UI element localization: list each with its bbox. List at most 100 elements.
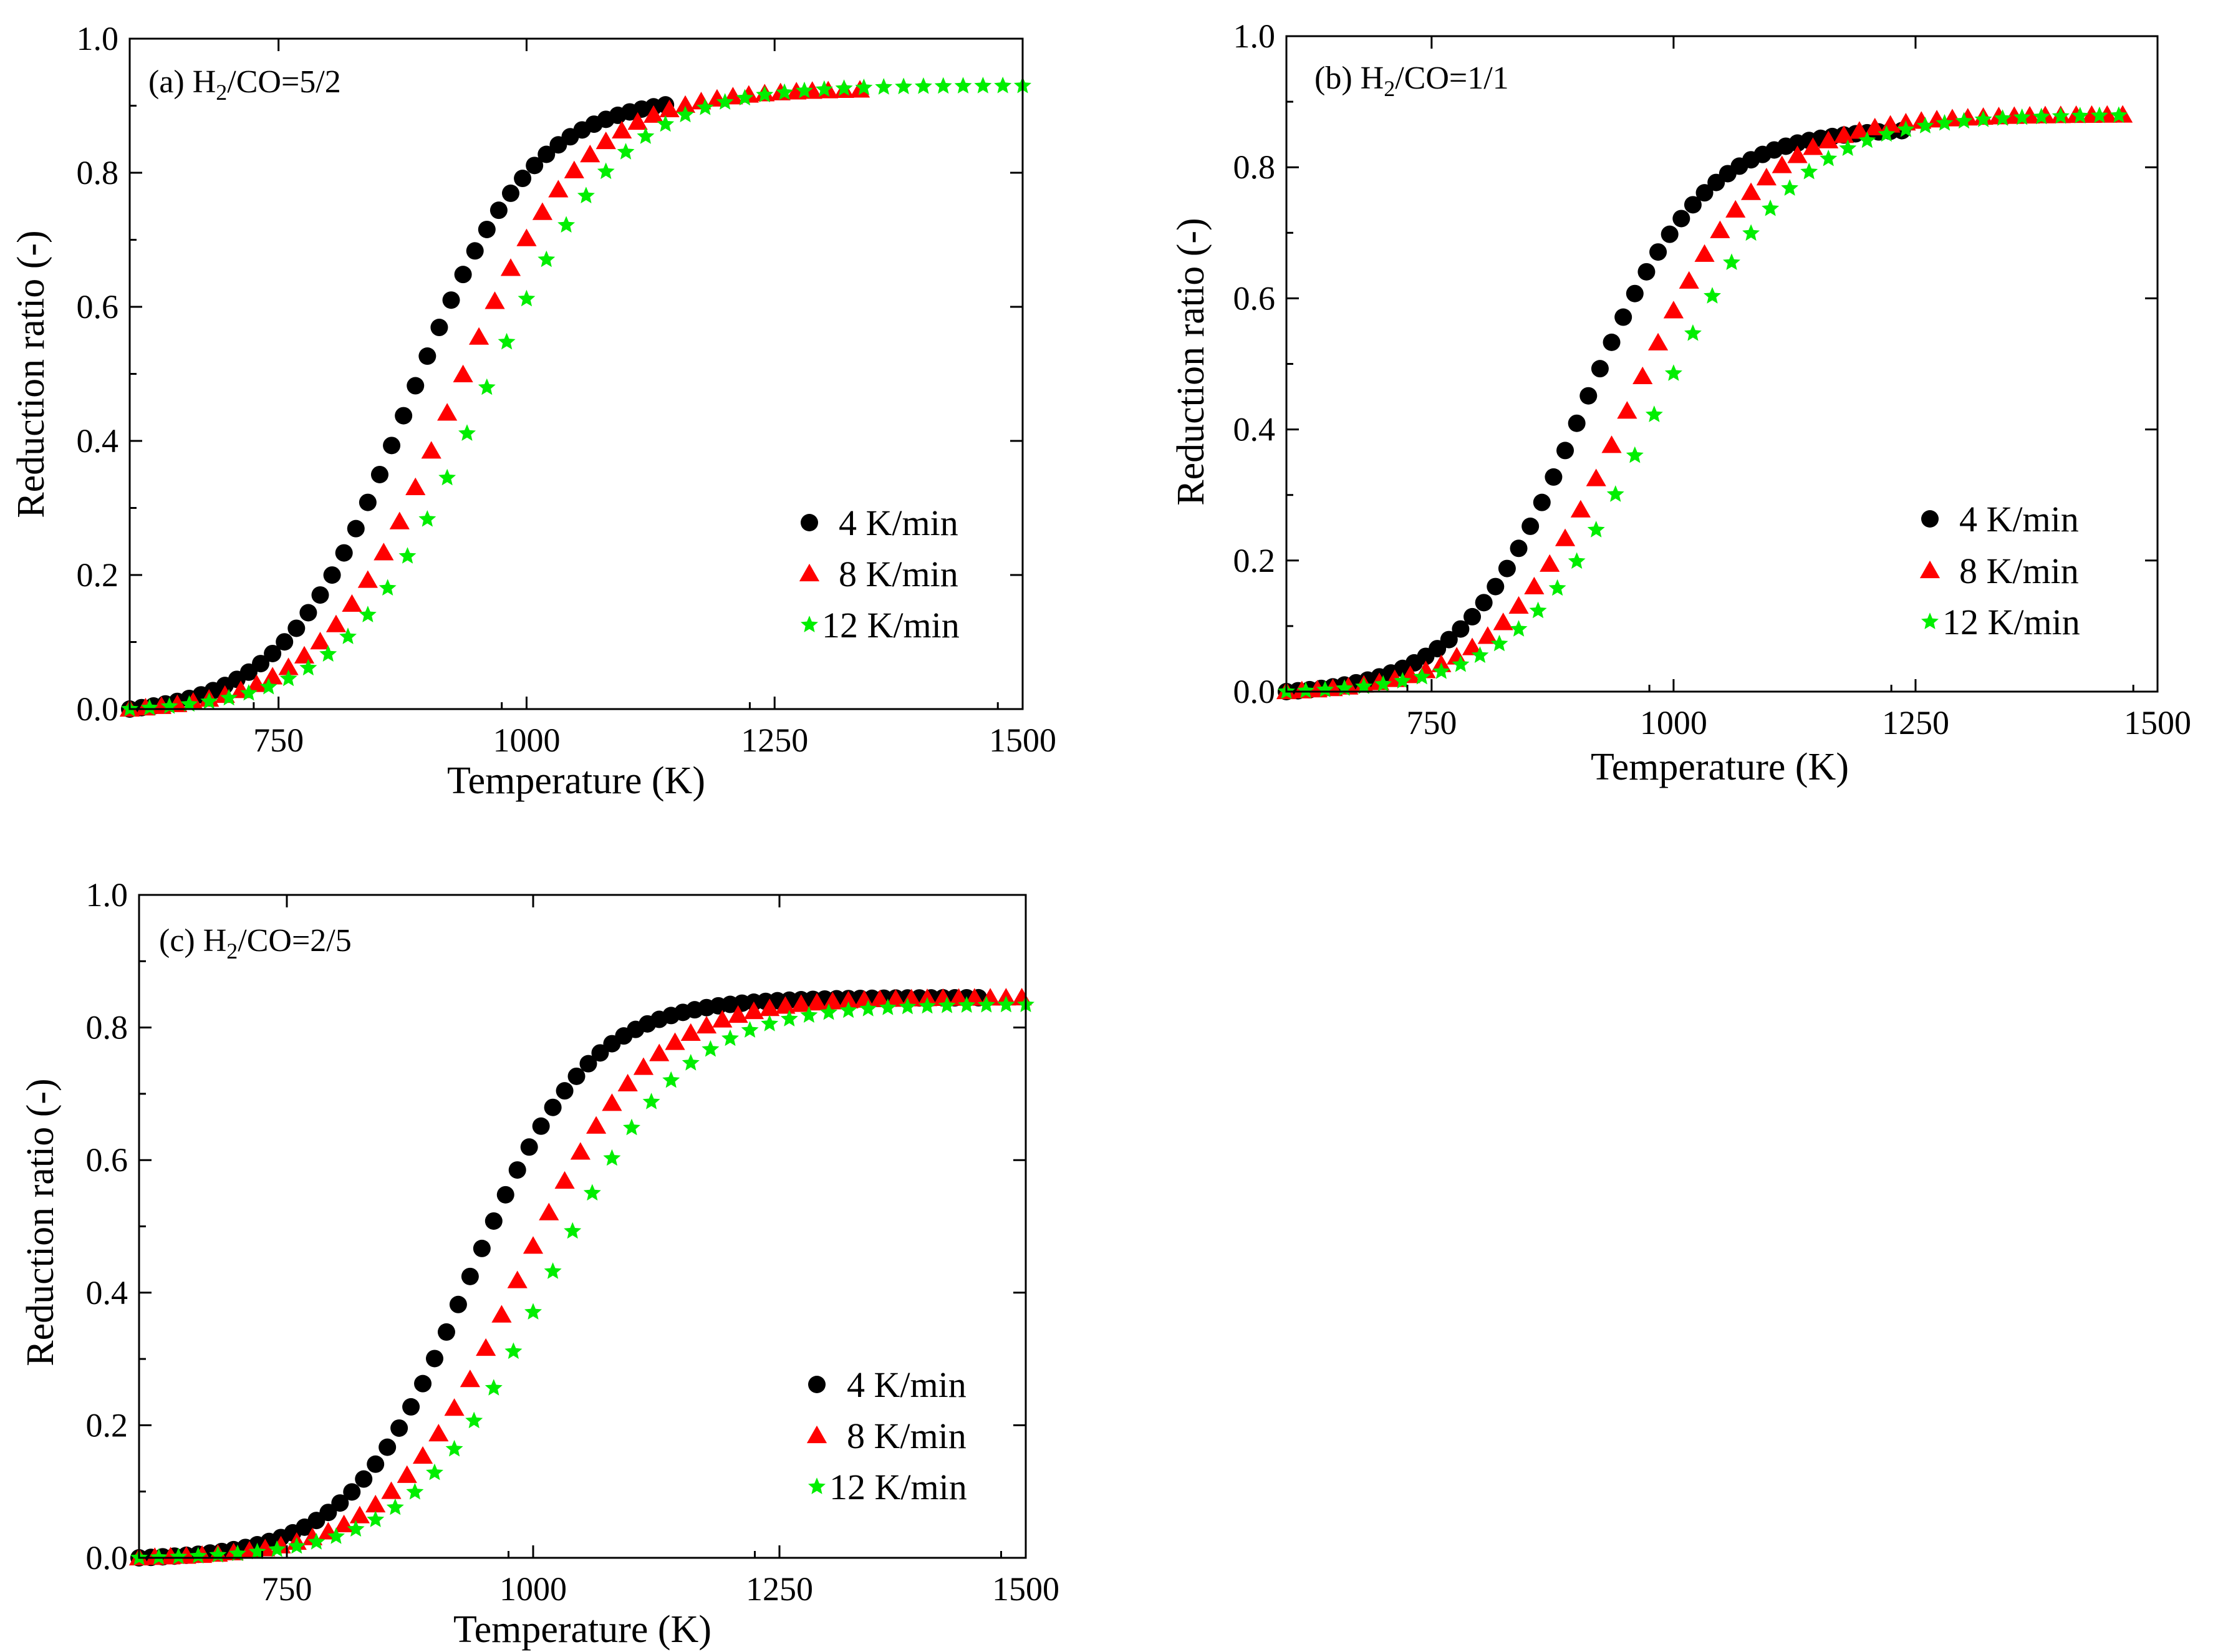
data-point-star <box>426 1463 443 1481</box>
data-point-star <box>1432 662 1450 679</box>
y-tick-label: 0.8 <box>77 154 119 191</box>
data-point-triangle <box>444 1398 465 1416</box>
data-point-star <box>299 659 317 676</box>
data-point-triangle <box>1462 637 1483 655</box>
data-point-star <box>347 1520 365 1537</box>
panel-c-ticks: 750 1000 1250 1500 0.0 0.2 0.4 0.6 0.8 1.0 <box>86 876 1060 1608</box>
legend-label-4kmin: 4 K/min <box>839 503 958 543</box>
panel-b-legend: 4 K/min 8 K/min 12 K/min <box>1919 499 2080 642</box>
data-point-star <box>977 996 995 1013</box>
data-point-star <box>287 1537 306 1554</box>
data-point-triangle <box>397 1465 417 1483</box>
x-tick-label: 1250 <box>1882 704 1949 741</box>
data-point-star <box>2090 106 2108 123</box>
data-point-star <box>1529 601 1547 619</box>
legend-marker-circle <box>1921 510 1939 528</box>
data-point-star <box>1762 199 1780 216</box>
x-tick-label: 1000 <box>1640 704 1707 741</box>
data-point-star <box>518 289 536 307</box>
data-point-circle <box>331 1494 349 1512</box>
data-point-circle <box>1649 243 1667 261</box>
legend-marker-star <box>1921 612 1939 629</box>
data-point-star <box>279 669 297 687</box>
legend-label-12kmin: 12 K/min <box>822 605 960 645</box>
panel-b-frame <box>1285 35 2159 693</box>
data-point-circle <box>514 170 532 188</box>
data-point-triangle <box>1617 401 1637 419</box>
data-point-triangle <box>421 441 441 459</box>
data-point-triangle <box>365 1494 386 1513</box>
legend-marker-triangle <box>1919 560 1941 579</box>
data-point-triangle <box>532 202 553 220</box>
data-point-star <box>994 77 1012 94</box>
data-point-circle <box>1463 607 1482 626</box>
data-point-star <box>1723 253 1740 270</box>
data-point-triangle <box>806 993 827 1011</box>
data-point-triangle <box>775 996 796 1014</box>
data-point-star <box>682 1054 700 1071</box>
data-point-triangle <box>649 1043 670 1061</box>
data-point-star <box>557 216 576 233</box>
data-point-star <box>2071 107 2089 123</box>
data-point-star <box>1606 485 1624 502</box>
data-point-circle <box>556 1082 574 1100</box>
data-point-triangle <box>586 1116 607 1134</box>
data-point-circle <box>370 465 388 483</box>
data-point-star <box>954 77 972 94</box>
legend-label-12kmin: 12 K/min <box>829 1467 967 1507</box>
legend-marker-triangle <box>806 1425 827 1444</box>
data-point-star <box>1626 446 1644 463</box>
panel-b-ticks: 750 1000 1250 1500 0.0 0.2 0.4 0.6 0.8 1.0 <box>1233 17 2192 741</box>
y-tick-label: 0.4 <box>86 1274 128 1311</box>
data-point-circle <box>319 1504 337 1522</box>
data-point-triangle <box>278 657 299 675</box>
data-point-star <box>2013 108 2031 125</box>
x-tick-label: 750 <box>1406 704 1457 741</box>
panel-a-ylabel: Reduction ratio (-) <box>10 230 52 518</box>
data-point-triangle <box>1833 125 1854 143</box>
data-point-star <box>776 83 794 100</box>
data-point-star <box>623 1118 640 1136</box>
data-point-triangle <box>791 994 811 1012</box>
y-tick-label: 0.6 <box>86 1141 128 1179</box>
legend-label-4kmin: 4 K/min <box>1959 499 2079 539</box>
data-point-star <box>875 78 893 95</box>
data-point-star <box>1858 131 1876 148</box>
data-point-triangle <box>412 1446 433 1464</box>
data-point-star <box>367 1510 385 1527</box>
panel-b-marks <box>1276 105 2133 700</box>
data-point-triangle <box>595 131 616 150</box>
data-point-circle <box>1695 184 1714 202</box>
data-point-triangle <box>485 291 505 309</box>
data-point-circle <box>311 586 329 604</box>
data-point-circle <box>1498 559 1516 577</box>
data-point-star <box>859 1000 877 1017</box>
data-point-circle <box>402 1398 420 1416</box>
y-tick-label: 0.0 <box>77 690 119 728</box>
x-tick-label: 1250 <box>746 1570 813 1608</box>
data-point-star <box>1800 162 1818 180</box>
data-point-triangle <box>633 1057 654 1075</box>
legend-label-8kmin: 8 K/min <box>1959 551 2079 591</box>
data-point-circle <box>1579 387 1598 405</box>
data-point-triangle <box>294 645 315 664</box>
data-point-star <box>1374 675 1392 692</box>
data-point-circle <box>437 1323 455 1341</box>
data-point-circle <box>489 201 508 220</box>
panel-c-xlabel: Temperature (K) <box>453 1608 711 1651</box>
data-point-circle <box>508 1161 526 1179</box>
data-point-circle <box>430 319 448 337</box>
data-point-star <box>458 424 476 441</box>
data-point-circle <box>383 437 401 455</box>
data-point-star <box>677 105 694 123</box>
data-point-triangle <box>580 145 600 163</box>
data-point-star <box>538 250 556 268</box>
data-point-star <box>2032 107 2050 125</box>
data-point-triangle <box>1586 468 1606 486</box>
data-point-circle <box>520 1138 538 1156</box>
data-point-triangle <box>1524 576 1545 595</box>
data-point-star <box>478 378 496 395</box>
data-point-circle <box>532 1117 550 1135</box>
data-point-star <box>170 1547 188 1565</box>
